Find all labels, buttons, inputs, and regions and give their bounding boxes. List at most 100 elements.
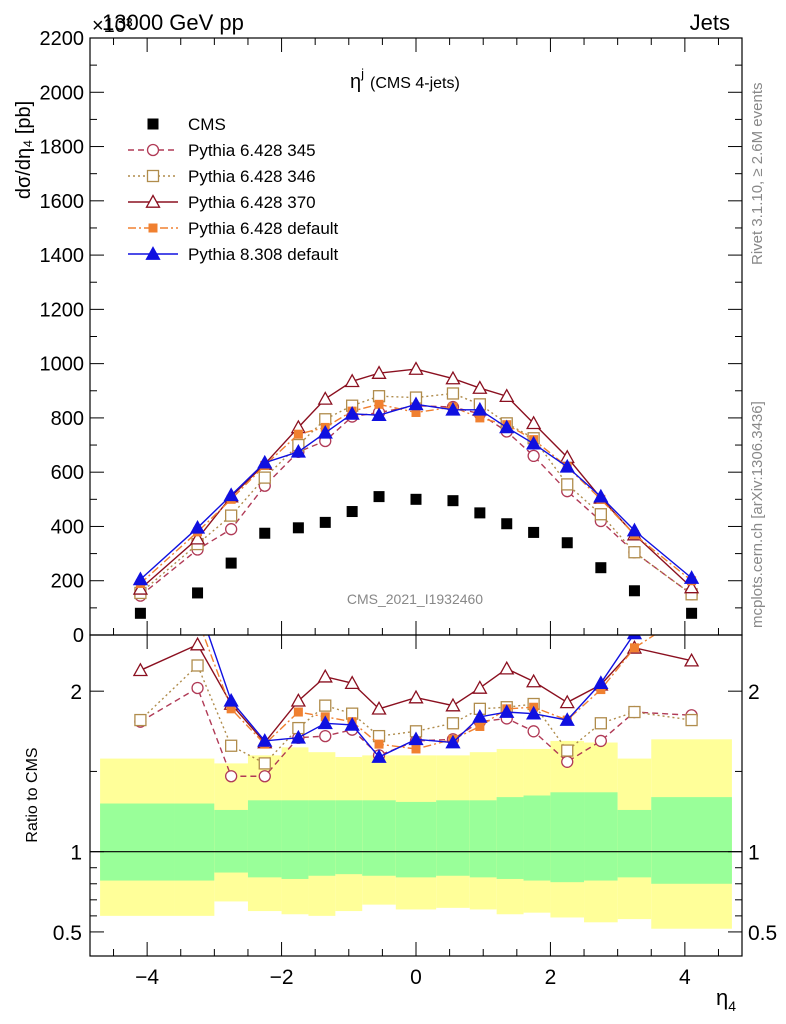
watermark: CMS_2021_I1932460 <box>347 591 483 607</box>
ratio-pythia-6-428-345-point <box>225 770 238 783</box>
pythia-8-308-default-point <box>223 487 239 502</box>
legend-cms-label: CMS <box>188 115 226 134</box>
inner-uncertainty-band <box>469 800 497 878</box>
x-axis-label: η4 <box>716 985 736 1014</box>
cms-data-point <box>628 585 640 597</box>
pythia-6-428-370-point <box>499 388 515 403</box>
pythia-8-308-default-point <box>472 401 488 416</box>
pythia-6-428-370-point <box>472 380 488 394</box>
pythia-6-428-346-line <box>139 392 693 595</box>
inner-uncertainty-band <box>523 795 551 881</box>
inner-uncertainty-band <box>100 803 175 881</box>
ratio-pythia-8-308-default-point <box>559 712 575 726</box>
inner-uncertainty-band <box>174 803 215 881</box>
ratio-pythia-6-428-346-point <box>446 717 460 730</box>
ratio-pythia-6-428-346-point <box>685 713 698 727</box>
rivet-version-label: Rivet 3.1.10, ≥ 2.6M events <box>749 83 766 266</box>
process-label: Jets <box>690 10 730 35</box>
pythia-8-308-default-point <box>371 407 387 422</box>
legend-cms-marker <box>147 118 159 130</box>
pythia-8-308-default-point <box>408 396 424 411</box>
x-tick-label: 0 <box>410 966 422 989</box>
ratio-pythia-6-428-370-point <box>526 673 542 688</box>
cms-data-point <box>225 557 237 569</box>
ratio-pythia-6-428-346-point <box>191 659 204 672</box>
pythia-8-308-default-point <box>626 522 643 537</box>
cms-data-point <box>292 522 304 534</box>
pythia-6-428-370-point <box>371 365 387 379</box>
ratio-pythia-8-308-default-point <box>344 717 360 731</box>
ratio-pythia-6-428-370-point <box>683 652 700 667</box>
ratio-pythia-6-428-346-point <box>594 717 607 730</box>
inner-uncertainty-band <box>617 809 652 878</box>
ratio-pythia-8-308-default-point <box>257 733 273 747</box>
y-tick-label: 1200 <box>40 299 85 321</box>
pythia-6-428-370-point <box>445 370 461 385</box>
ratio-y-tick-label-right: 1 <box>748 842 760 865</box>
pythia-6-428-346-point <box>446 387 460 400</box>
ratio-pythia-6-428-370-point <box>472 680 488 694</box>
cms-data-point <box>686 607 698 619</box>
x-tick-label: −2 <box>270 966 294 989</box>
x-axis-label-sub: 4 <box>728 998 736 1014</box>
x-tick-label: 2 <box>545 966 557 989</box>
ratio-pythia-6-428-345-point <box>527 725 540 738</box>
pythia-6-428-370-point <box>526 415 542 430</box>
pythia-6-428-346-point <box>594 508 607 521</box>
ratio-pythia-6-428-345-point <box>191 681 204 695</box>
ratio-y-tick-label-right: 0.5 <box>748 922 777 945</box>
cms-data-point <box>192 587 204 599</box>
ratio-pythia-6-428-346-point <box>319 699 332 712</box>
inner-uncertainty-band <box>395 801 437 878</box>
inner-uncertainty-band <box>651 797 732 884</box>
ratio-y-tick-label: 2 <box>70 681 82 704</box>
inner-uncertainty-band <box>335 800 363 875</box>
legend-pythia-6-428-default-marker <box>148 223 158 233</box>
y-tick-label: 2000 <box>40 82 85 104</box>
pythia-6-428-346-point <box>561 478 574 491</box>
ratio-pythia-6-428-370-point <box>445 697 461 712</box>
pythia-8-308-default-point <box>344 406 360 420</box>
pythia-8-308-default-point <box>526 435 542 450</box>
pythia-6-428-370-point <box>683 579 700 594</box>
ratio-pythia-8-308-default-point <box>593 675 609 689</box>
ratio-pythia-8-308-default-point <box>445 734 461 749</box>
ratio-pythia-8-308-default-point <box>290 729 306 744</box>
pythia-8-308-default-point <box>559 458 575 473</box>
pythia-6-428-default-point <box>293 429 303 439</box>
cms-data-point <box>259 527 271 539</box>
cms-data-point <box>319 516 331 528</box>
legend-pythia-8-308-default-label: Pythia 8.308 default <box>188 245 339 264</box>
y-tick-label: 1400 <box>40 245 85 267</box>
cms-data-point <box>561 537 573 549</box>
ratio-pythia-6-428-345-point <box>258 770 271 783</box>
ratio-pythia-6-428-370-point <box>317 668 333 683</box>
inner-uncertainty-band <box>436 800 470 876</box>
pythia-8-308-default-point <box>257 454 273 469</box>
ratio-pythia-8-308-default-point <box>317 715 333 730</box>
ratio-pythia-8-308-default-point <box>371 749 387 763</box>
inner-uncertainty-band <box>308 800 336 876</box>
chart-title-rest: (CMS 4-jets) <box>370 75 460 92</box>
pythia-8-308-default-point <box>593 488 609 503</box>
legend-pythia-6-428-370-label: Pythia 6.428 370 <box>188 193 316 212</box>
pythia-8-308-default-point <box>683 570 700 584</box>
ratio-pythia-6-428-default-point <box>194 615 202 623</box>
pythia-8-308-default-point <box>317 424 333 439</box>
ratio-pythia-8-308-default-point <box>223 692 239 707</box>
y-tick-label: 1800 <box>40 137 85 159</box>
pythia-6-428-346-point <box>258 471 271 484</box>
cms-data-point <box>595 562 607 574</box>
ratio-pythia-6-428-370-point <box>132 662 149 677</box>
inner-uncertainty-band <box>550 792 585 883</box>
inner-uncertainty-band <box>496 797 524 879</box>
ratio-pythia-6-428-346-line <box>139 664 692 765</box>
legend-pythia-6-428-346-label: Pythia 6.428 346 <box>188 167 316 186</box>
ratio-pythia-6-428-370-point <box>499 660 515 675</box>
legend-pythia-6-428-345-label: Pythia 6.428 345 <box>188 141 316 160</box>
ratio-pythia-8-308-default-point <box>472 709 488 723</box>
inner-uncertainty-band <box>281 800 309 879</box>
y-multiplier: ×10³ <box>92 15 133 37</box>
ratio-axis-label: Ratio to CMS <box>24 747 41 842</box>
ratio-y-tick-label-right: 2 <box>748 681 760 704</box>
